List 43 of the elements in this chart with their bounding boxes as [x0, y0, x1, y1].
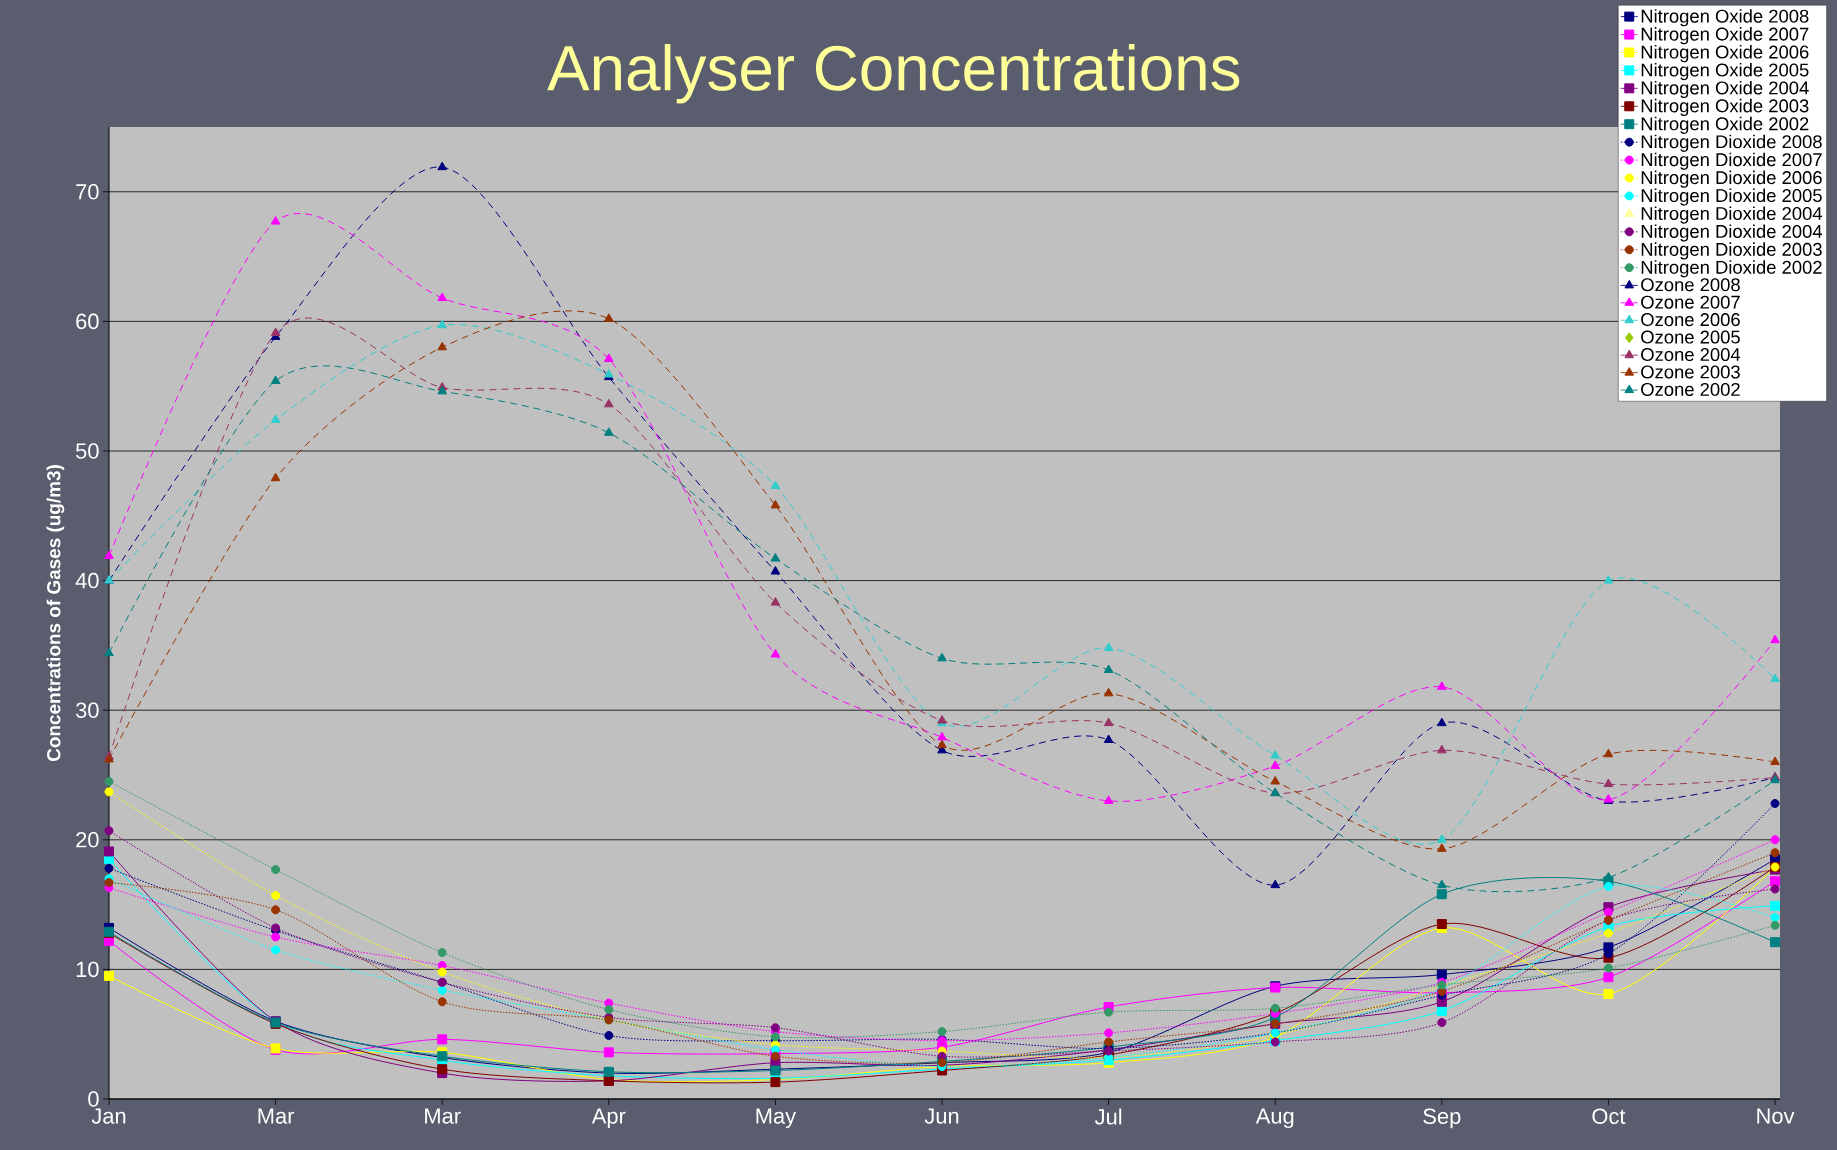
- chart-title: Analyser Concentrations: [547, 44, 1240, 104]
- legend-label: Nitrogen Oxide 2002: [1641, 116, 1809, 134]
- legend-label: Nitrogen Dioxide 2008: [1641, 134, 1822, 152]
- legend-label: Ozone 2007: [1641, 295, 1740, 309]
- y-tick-label: 10: [76, 961, 99, 978]
- x-tick-label: Apr: [591, 1108, 626, 1129]
- legend-label: Ozone 2003: [1641, 365, 1740, 379]
- x-tick-label: May: [756, 1108, 797, 1129]
- legend-label: Ozone 2002: [1641, 382, 1740, 396]
- y-axis-title: Concentrations of Gases (ug/m3): [46, 465, 65, 762]
- y-tick-label: 20: [76, 832, 99, 848]
- legend-label: Nitrogen Oxide 2003: [1641, 98, 1809, 117]
- y-tick-label: 60: [76, 313, 99, 330]
- legend-label: Nitrogen Dioxide 2007: [1641, 152, 1822, 170]
- x-tick-label: Sep: [1423, 1108, 1461, 1129]
- legend-label: Ozone 2004: [1641, 348, 1741, 362]
- x-tick-label: Oct: [1592, 1108, 1626, 1125]
- legend-label: Nitrogen Dioxide 2006: [1641, 170, 1822, 188]
- y-tick-label: 0: [88, 1091, 99, 1107]
- legend-label: Ozone 2005: [1641, 330, 1740, 344]
- legend-label: Nitrogen Dioxide 2004: [1641, 224, 1823, 242]
- y-tick-label: 50: [76, 443, 99, 459]
- x-tick-label: Mar: [425, 1108, 461, 1124]
- x-tick-label: Aug: [1255, 1108, 1294, 1129]
- legend-label: Nitrogen Dioxide 2003: [1641, 242, 1822, 260]
- legend-label: Nitrogen Oxide 2006: [1641, 45, 1809, 63]
- y-tick-label: 30: [75, 702, 99, 718]
- legend-label: Nitrogen Dioxide 2002: [1641, 260, 1822, 278]
- x-tick-label: Jan: [91, 1108, 126, 1124]
- y-tick-label: 70: [76, 184, 99, 200]
- x-tick-label: Mar: [258, 1108, 295, 1124]
- legend-label: Ozone 2008: [1641, 278, 1740, 292]
- x-tick-label: Jun: [924, 1108, 959, 1124]
- legend-label: Nitrogen Oxide 2008: [1641, 9, 1809, 27]
- x-tick-label: Nov: [1757, 1108, 1795, 1124]
- y-tick-label: 40: [75, 572, 99, 589]
- x-tick-label: Jul: [1094, 1108, 1122, 1125]
- legend-label: Nitrogen Oxide 2007: [1641, 27, 1809, 45]
- legend-label: Nitrogen Oxide 2005: [1641, 62, 1809, 81]
- legend-label: Nitrogen Oxide 2004: [1641, 80, 1809, 99]
- legend-label: Nitrogen Dioxide 2005: [1641, 188, 1822, 206]
- legend-label: Ozone 2006: [1641, 313, 1740, 327]
- legend-label: Nitrogen Dioxide 2004: [1641, 206, 1823, 224]
